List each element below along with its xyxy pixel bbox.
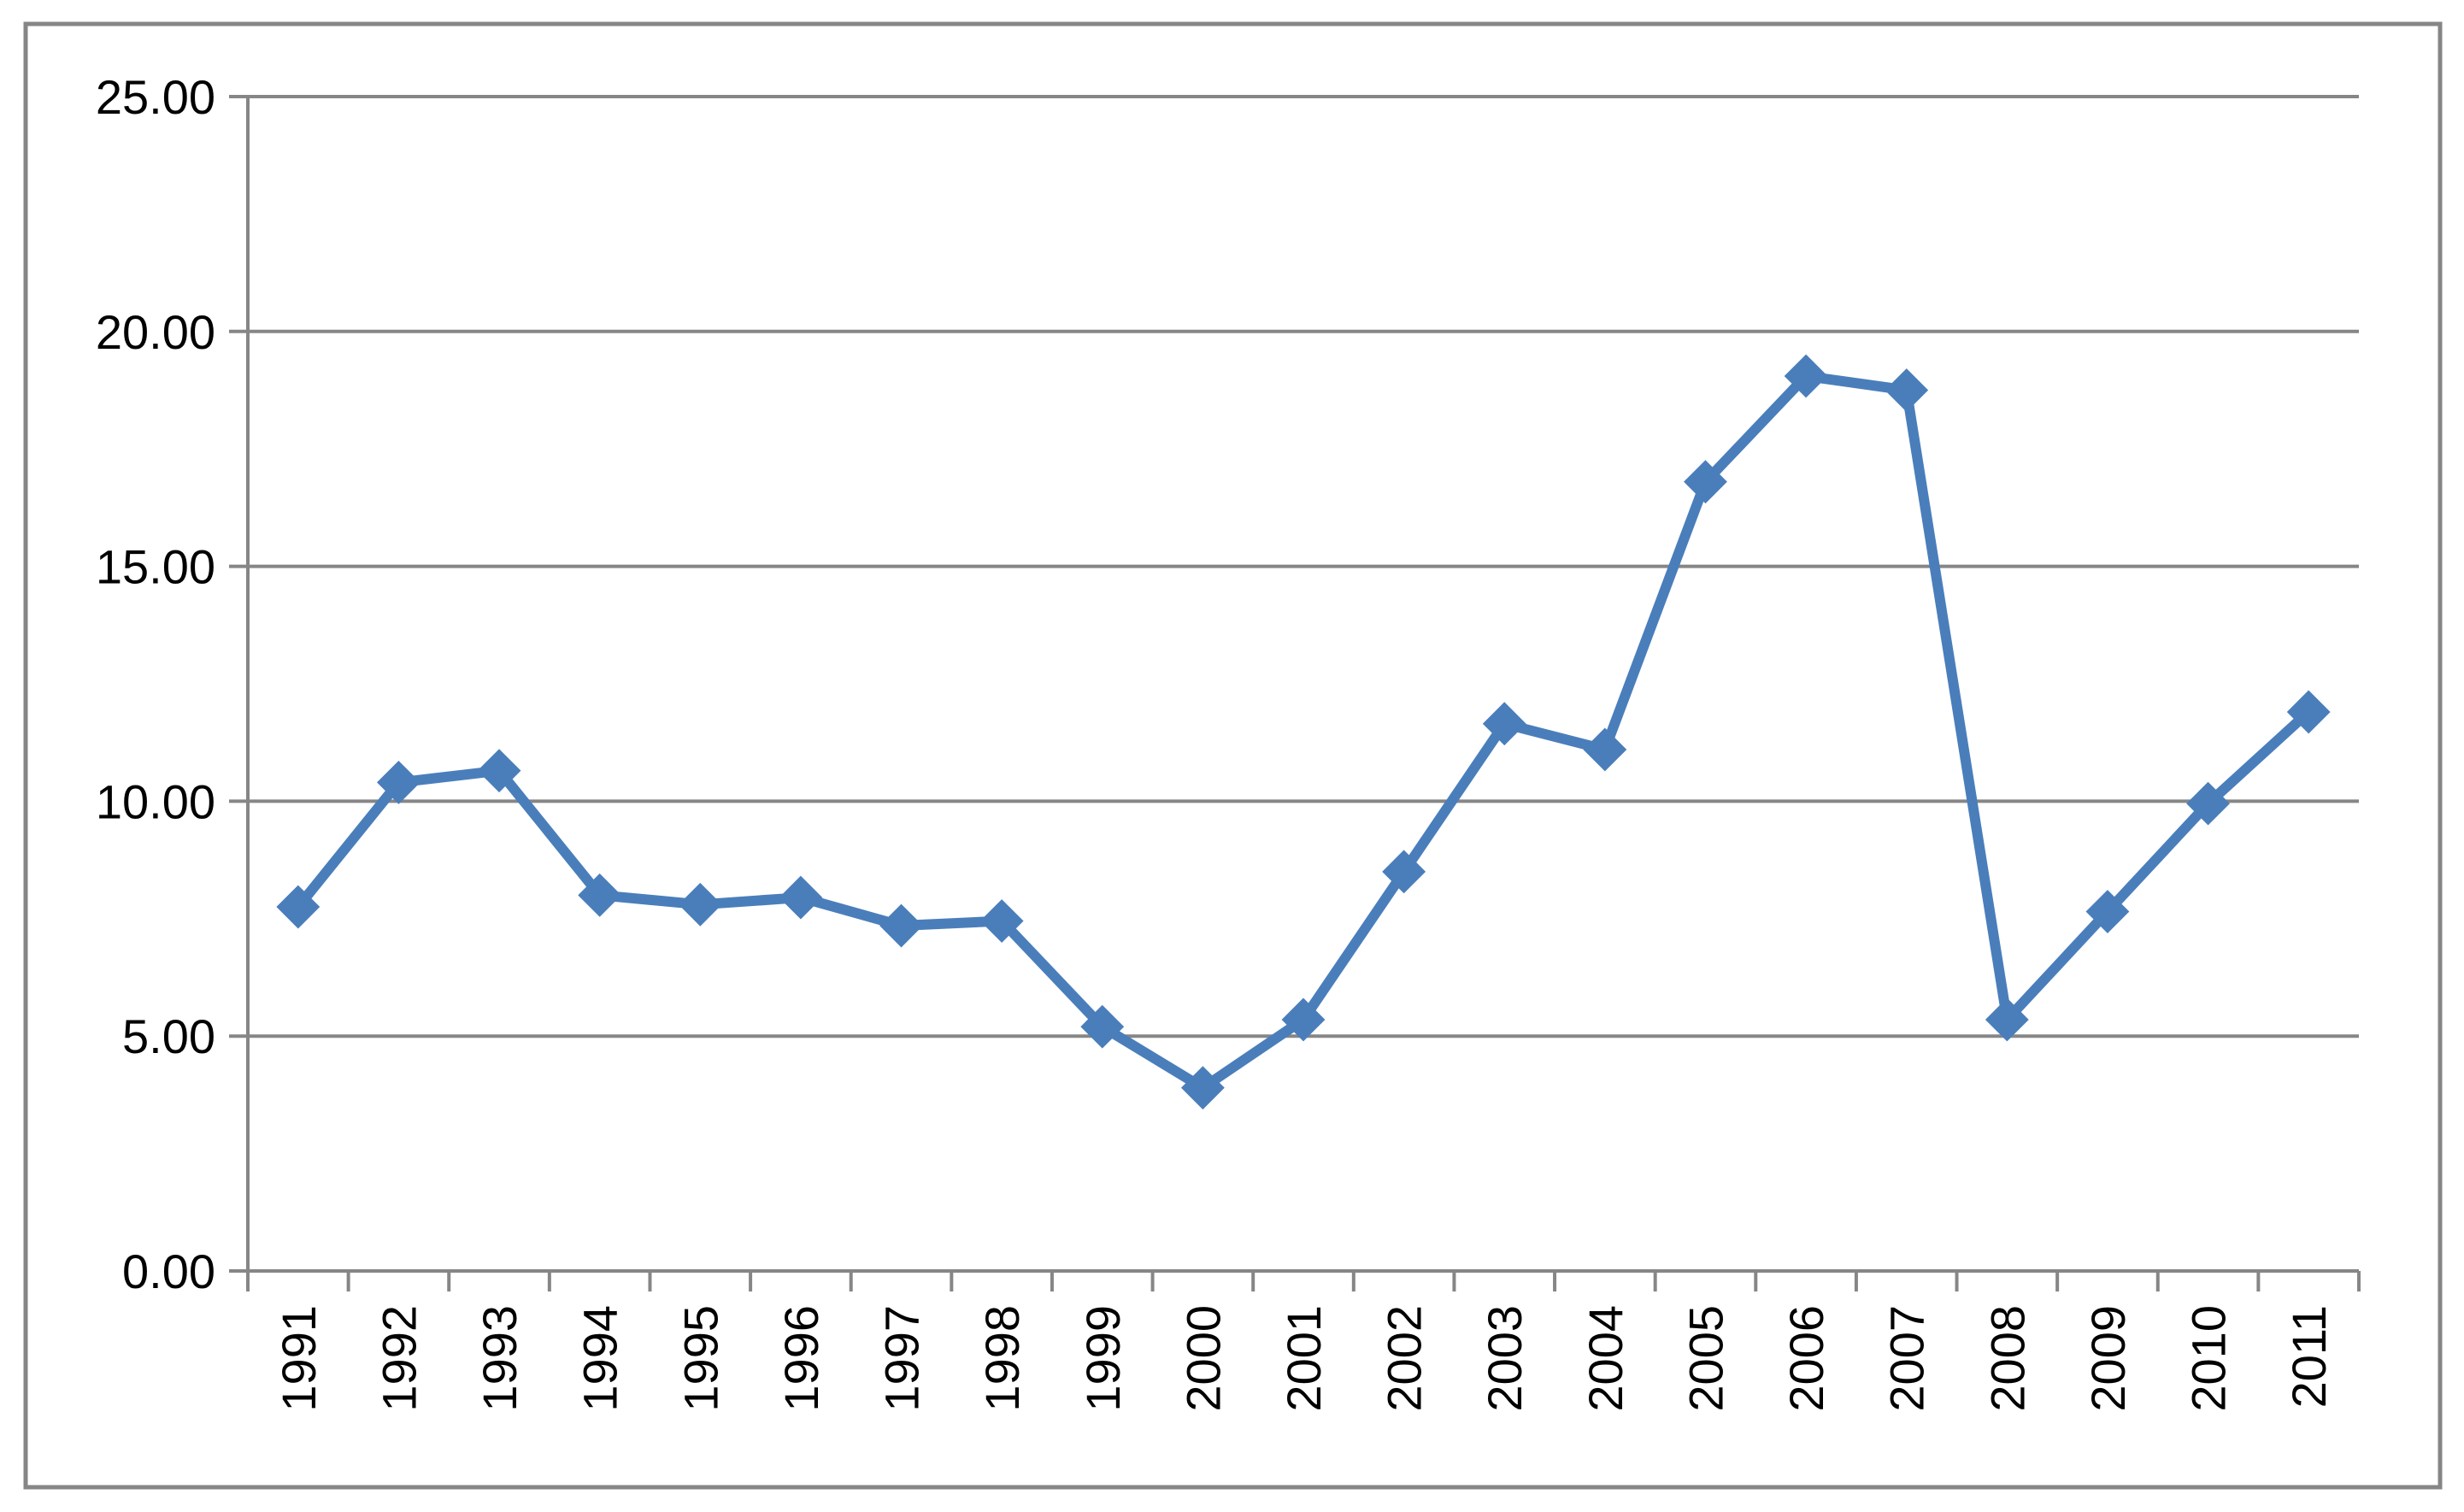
y-tick-label: 20.00 xyxy=(96,305,215,359)
y-tick-label: 10.00 xyxy=(96,774,215,828)
x-tick-label: 1995 xyxy=(673,1305,727,1412)
x-tick-label: 2008 xyxy=(1980,1305,2034,1412)
data-point-marker xyxy=(2186,781,2230,826)
x-tick-label: 2011 xyxy=(2282,1305,2336,1408)
chart-border xyxy=(23,21,2443,1490)
x-tick-label: 2007 xyxy=(1880,1305,1934,1412)
x-tick-label: 1991 xyxy=(272,1305,326,1412)
x-tick-label: 1993 xyxy=(473,1305,526,1412)
data-point-marker xyxy=(377,761,420,804)
data-point-marker xyxy=(678,882,722,927)
x-tick-label: 2009 xyxy=(2081,1305,2135,1412)
x-tick-label: 1998 xyxy=(975,1305,1029,1412)
y-axis-tick-labels: 0.00 5.00 10.00 15.00 20.00 25.00 xyxy=(96,70,215,1298)
data-point-marker xyxy=(779,875,823,920)
data-point-marker xyxy=(979,899,1024,943)
x-tick-label: 1999 xyxy=(1076,1305,1130,1412)
x-axis-tick-labels: 1991 1992 1993 1994 1995 1996 1997 1998 1999 2000… xyxy=(272,1305,2336,1412)
data-point-marker xyxy=(1281,997,1326,1042)
x-tick-label: 2005 xyxy=(1679,1305,1732,1412)
data-point-marker xyxy=(1180,1066,1225,1110)
data-point-marker xyxy=(1784,354,1828,398)
x-tick-label: 2006 xyxy=(1779,1305,1833,1412)
y-tick-label: 25.00 xyxy=(96,70,215,124)
data-point-marker xyxy=(1080,1004,1125,1049)
x-tick-label: 1994 xyxy=(573,1305,627,1412)
x-tick-label: 2004 xyxy=(1579,1305,1632,1412)
x-tick-label: 2010 xyxy=(2182,1305,2236,1412)
data-point-marker xyxy=(879,903,923,948)
data-point-marker xyxy=(1382,850,1426,894)
data-point-marker xyxy=(276,885,320,929)
data-point-marker xyxy=(1583,727,1627,772)
x-tick-label: 2002 xyxy=(1378,1305,1432,1412)
x-tick-label: 1997 xyxy=(875,1305,929,1412)
y-tick-label: 15.00 xyxy=(96,540,215,594)
data-point-marker xyxy=(1985,997,2029,1042)
y-tick-label: 5.00 xyxy=(122,1009,215,1063)
data-point-marker xyxy=(1885,368,1929,412)
y-tick-label: 0.00 xyxy=(122,1244,215,1298)
data-point-marker xyxy=(1482,702,1526,746)
data-point-marker xyxy=(477,749,521,793)
data-point-marker xyxy=(1684,460,1727,504)
axes xyxy=(229,95,2361,1291)
x-tick-label: 2001 xyxy=(1277,1305,1331,1412)
x-tick-label: 2000 xyxy=(1176,1305,1230,1412)
series-layer xyxy=(276,354,2331,1110)
data-point-marker xyxy=(2085,890,2130,933)
x-tick-label: 1996 xyxy=(774,1305,828,1412)
x-tick-label: 1992 xyxy=(372,1305,426,1412)
x-tick-label: 2003 xyxy=(1478,1305,1532,1412)
data-point-marker xyxy=(2286,690,2331,734)
data-point-marker xyxy=(578,873,622,917)
